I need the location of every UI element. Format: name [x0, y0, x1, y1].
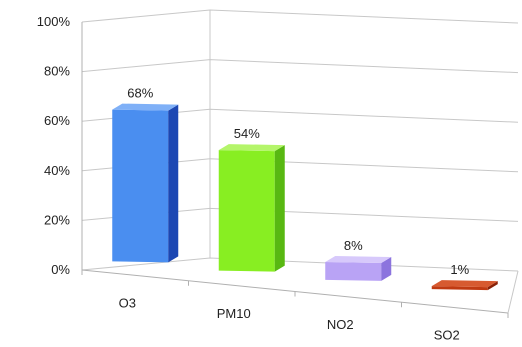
bar-top — [218, 144, 285, 152]
y-tick-label: 20% — [44, 212, 70, 227]
data-label: 68% — [127, 86, 153, 101]
y-tick-label: 100% — [37, 14, 71, 29]
data-label: 54% — [234, 126, 260, 141]
data-label: 8% — [344, 238, 363, 253]
bar-side — [381, 257, 392, 281]
bar-top — [112, 103, 179, 111]
bar-front — [325, 262, 382, 281]
x-category-label: O3 — [119, 295, 136, 310]
gridline — [81, 9, 519, 24]
bars-layer: 68% 54% 8% 1% — [112, 86, 498, 291]
x-category-label: PM10 — [217, 306, 251, 321]
data-label: 1% — [450, 262, 469, 277]
bar-front — [112, 109, 169, 263]
y-tick-label: 60% — [44, 113, 70, 128]
bar-pm10 — [218, 144, 285, 272]
bar-so2 — [431, 280, 498, 291]
bar-side — [487, 281, 498, 291]
x-category-label: NO2 — [327, 317, 354, 332]
y-axis-ticks: 0% 20% 40% 60% 80% 100% — [37, 14, 71, 277]
category-labels: O3 PM10 NO2 SO2 — [119, 295, 460, 342]
y-tick-label: 0% — [51, 262, 70, 277]
gridline — [81, 59, 519, 74]
bar-side — [168, 104, 179, 263]
y-tick-label: 40% — [44, 163, 70, 178]
bar-no2 — [325, 256, 392, 281]
bar-top — [325, 256, 392, 264]
x-category-label: SO2 — [434, 328, 460, 343]
y-tick-label: 80% — [44, 64, 70, 79]
bar-front — [431, 286, 488, 291]
bar-front — [218, 150, 275, 272]
bar-top — [431, 280, 498, 288]
bar-side — [274, 145, 285, 272]
floor-right-edge — [507, 270, 519, 314]
bar-o3 — [112, 103, 179, 263]
